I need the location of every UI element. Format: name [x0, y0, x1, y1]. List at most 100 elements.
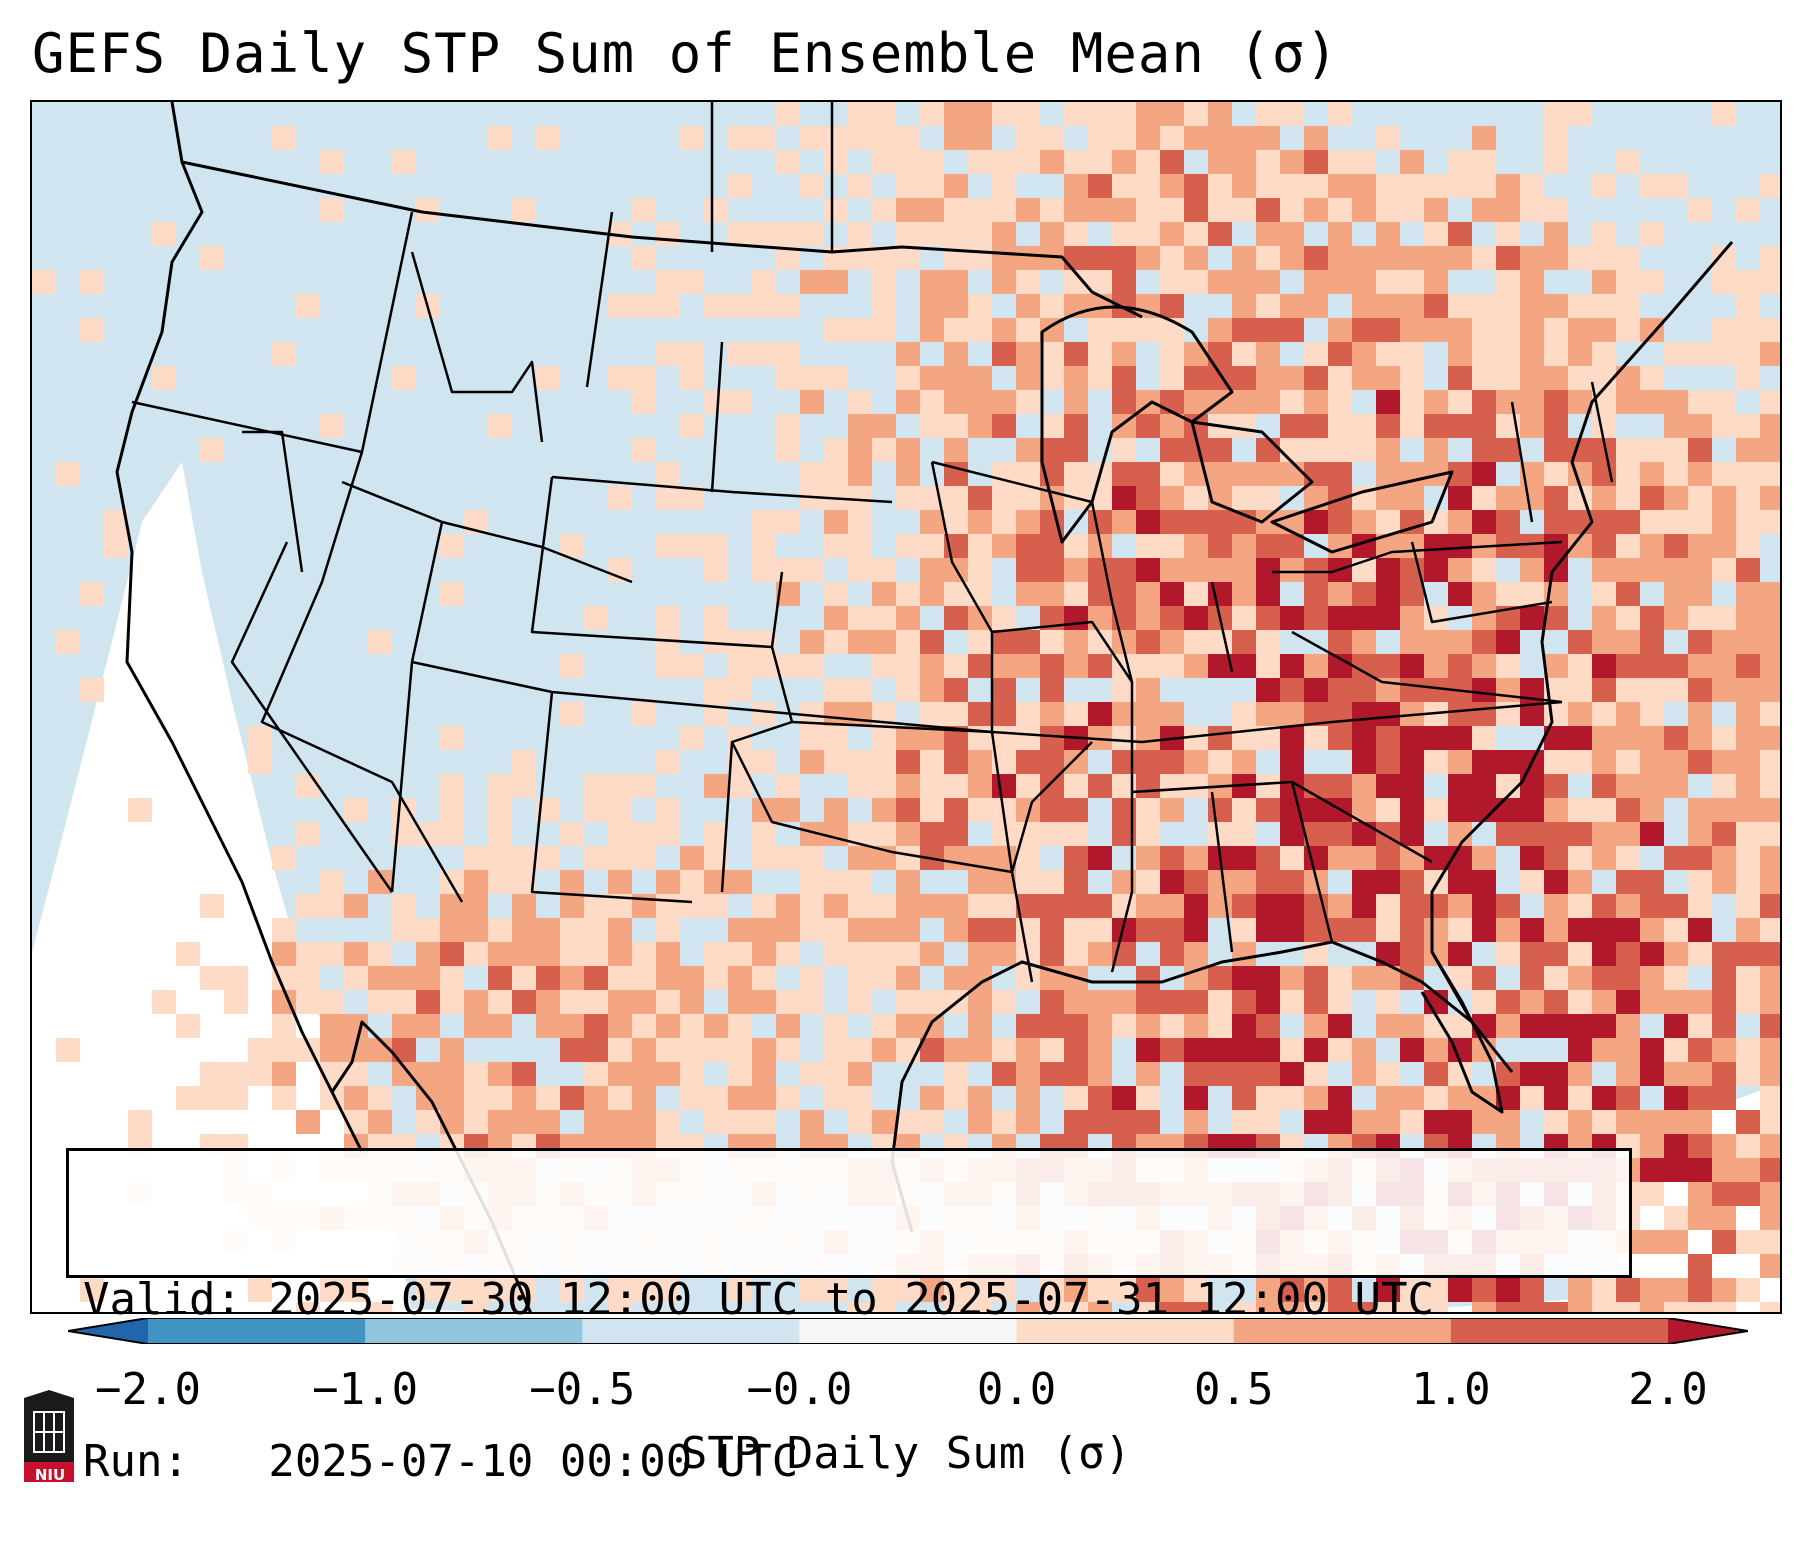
- anomaly-cell: [1352, 894, 1376, 918]
- anomaly-cell: [1232, 1086, 1256, 1110]
- anomaly-cell: [800, 462, 824, 486]
- anomaly-cell: [1424, 246, 1448, 270]
- anomaly-cell: [896, 438, 920, 462]
- anomaly-cell: [656, 798, 680, 822]
- anomaly-cell: [1400, 678, 1424, 702]
- anomaly-cell: [1352, 1302, 1376, 1312]
- anomaly-cell: [1616, 270, 1640, 294]
- anomaly-cell: [1544, 510, 1568, 534]
- anomaly-cell: [1160, 390, 1184, 414]
- anomaly-cell: [872, 750, 896, 774]
- colorbar-bin: [148, 1318, 366, 1344]
- anomaly-cell: [1592, 294, 1616, 318]
- anomaly-cell: [632, 1062, 656, 1086]
- anomaly-cell: [1232, 630, 1256, 654]
- anomaly-cell: [1304, 966, 1328, 990]
- anomaly-cell: [1208, 966, 1232, 990]
- anomaly-cell: [1472, 126, 1496, 150]
- anomaly-cell: [1016, 846, 1040, 870]
- anomaly-cell: [1736, 438, 1760, 462]
- anomaly-cell: [1520, 606, 1544, 630]
- anomaly-cell: [848, 1062, 872, 1086]
- anomaly-cell: [1472, 678, 1496, 702]
- anomaly-cell: [1592, 1302, 1616, 1312]
- anomaly-cell: [1136, 414, 1160, 438]
- anomaly-cell: [1472, 246, 1496, 270]
- anomaly-cell: [1232, 414, 1256, 438]
- anomaly-cell: [1640, 678, 1664, 702]
- anomaly-cell: [944, 822, 968, 846]
- anomaly-cell: [1424, 606, 1448, 630]
- anomaly-cell: [1544, 966, 1568, 990]
- anomaly-cell: [848, 606, 872, 630]
- anomaly-cell: [1760, 582, 1780, 606]
- anomaly-cell: [536, 846, 560, 870]
- run-time-text: Run: 2025-07-10 00:00 UTC: [83, 1436, 799, 1487]
- anomaly-cell: [824, 750, 848, 774]
- anomaly-cell: [416, 942, 440, 966]
- anomaly-cell: [1136, 582, 1160, 606]
- anomaly-cell: [1208, 726, 1232, 750]
- anomaly-cell: [944, 1302, 968, 1312]
- anomaly-cell: [1760, 918, 1780, 942]
- anomaly-cell: [1280, 678, 1304, 702]
- anomaly-cell: [512, 1086, 536, 1110]
- anomaly-cell: [320, 198, 344, 222]
- anomaly-cell: [1088, 654, 1112, 678]
- anomaly-cell: [1184, 582, 1208, 606]
- anomaly-cell: [1616, 918, 1640, 942]
- anomaly-cell: [1712, 678, 1736, 702]
- anomaly-cell: [1376, 582, 1400, 606]
- anomaly-cell: [1496, 894, 1520, 918]
- anomaly-cell: [1352, 870, 1376, 894]
- anomaly-cell: [1424, 654, 1448, 678]
- anomaly-cell: [440, 966, 464, 990]
- anomaly-cell: [872, 822, 896, 846]
- anomaly-cell: [1136, 918, 1160, 942]
- anomaly-cell: [1136, 990, 1160, 1014]
- anomaly-cell: [1592, 1038, 1616, 1062]
- anomaly-cell: [1736, 750, 1760, 774]
- anomaly-cell: [248, 1062, 272, 1086]
- anomaly-cell: [1736, 366, 1760, 390]
- anomaly-cell: [1760, 510, 1780, 534]
- anomaly-cell: [920, 198, 944, 222]
- anomaly-cell: [1256, 222, 1280, 246]
- anomaly-cell: [1544, 534, 1568, 558]
- anomaly-cell: [1112, 150, 1136, 174]
- anomaly-cell: [1520, 558, 1544, 582]
- anomaly-cell: [728, 774, 752, 798]
- anomaly-cell: [1544, 774, 1568, 798]
- anomaly-cell: [464, 942, 488, 966]
- colorbar-bin: [365, 1318, 583, 1344]
- colorbar-bin: [1016, 1318, 1235, 1344]
- anomaly-cell: [992, 510, 1016, 534]
- anomaly-cell: [1160, 702, 1184, 726]
- anomaly-cell: [1136, 894, 1160, 918]
- anomaly-cell: [416, 966, 440, 990]
- anomaly-cell: [776, 294, 800, 318]
- anomaly-cell: [1232, 654, 1256, 678]
- anomaly-cell: [1376, 1086, 1400, 1110]
- anomaly-cell: [1736, 294, 1760, 318]
- anomaly-cell: [848, 174, 872, 198]
- anomaly-cell: [1712, 1086, 1736, 1110]
- anomaly-cell: [1304, 726, 1328, 750]
- anomaly-cell: [416, 1110, 440, 1134]
- anomaly-cell: [1616, 990, 1640, 1014]
- anomaly-cell: [896, 726, 920, 750]
- anomaly-cell: [464, 990, 488, 1014]
- anomaly-cell: [1400, 294, 1424, 318]
- anomaly-cell: [1568, 798, 1592, 822]
- anomaly-cell: [824, 1278, 848, 1302]
- anomaly-cell: [1544, 990, 1568, 1014]
- anomaly-cell: [1592, 942, 1616, 966]
- anomaly-cell: [296, 294, 320, 318]
- anomaly-cell: [1568, 750, 1592, 774]
- anomaly-cell: [968, 150, 992, 174]
- stp-map: [32, 102, 1780, 1312]
- anomaly-cell: [1496, 294, 1520, 318]
- anomaly-cell: [488, 1086, 512, 1110]
- anomaly-cell: [1424, 1062, 1448, 1086]
- anomaly-cell: [1016, 1086, 1040, 1110]
